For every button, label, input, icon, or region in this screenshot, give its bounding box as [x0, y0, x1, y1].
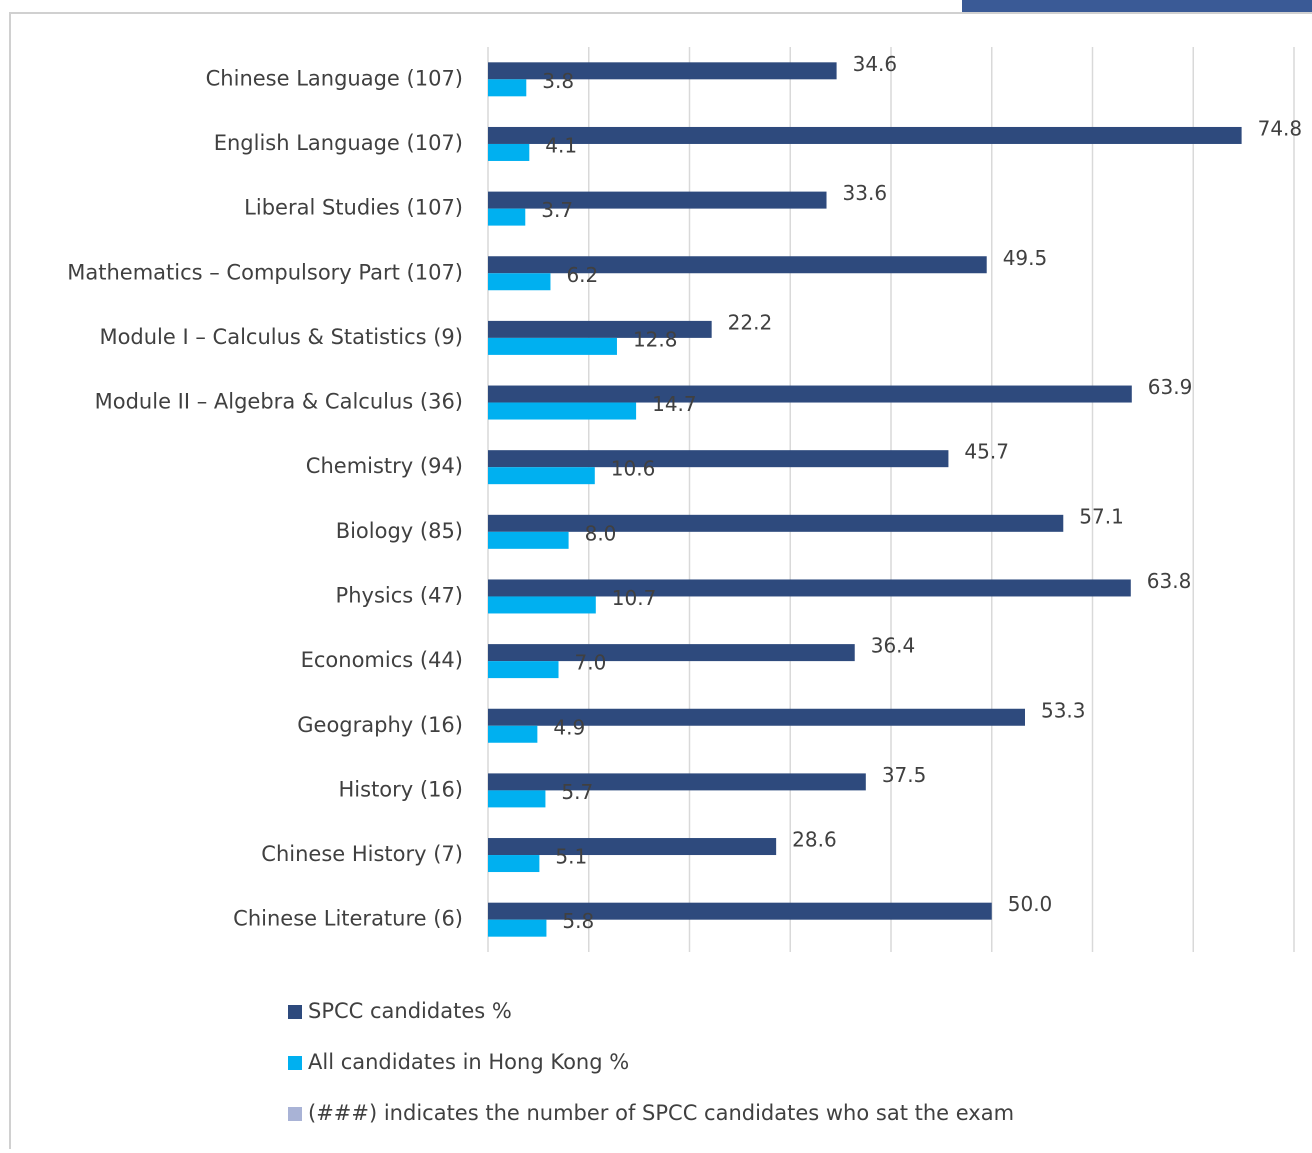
y-tick-label: Economics (44)	[301, 648, 463, 672]
y-tick-label: Chinese Language (107)	[206, 66, 463, 90]
bar	[488, 661, 559, 678]
bar	[488, 144, 529, 161]
y-tick-label: Geography (16)	[297, 713, 463, 737]
y-tick-label: English Language (107)	[214, 131, 463, 155]
y-tick-label: Module II – Algebra & Calculus (36)	[95, 390, 463, 414]
data-label: 6.2	[566, 263, 598, 287]
bar	[488, 773, 866, 790]
data-label: 14.7	[652, 392, 697, 416]
data-label: 5.1	[555, 845, 587, 869]
bar	[488, 256, 987, 273]
bar	[488, 579, 1131, 596]
legend-swatch	[288, 1107, 302, 1121]
bar	[488, 450, 948, 467]
bar	[488, 855, 539, 872]
bar	[488, 209, 525, 226]
data-label: 28.6	[792, 828, 837, 852]
data-label: 10.6	[611, 457, 656, 481]
y-tick-label: History (16)	[339, 777, 464, 801]
data-label: 22.2	[728, 310, 773, 334]
data-label: 3.8	[542, 69, 574, 93]
bar	[488, 386, 1132, 403]
y-tick-label: Chemistry (94)	[306, 454, 463, 478]
data-label: 4.9	[553, 715, 585, 739]
bar	[488, 515, 1063, 532]
bar	[488, 467, 595, 484]
legend-note: (###) indicates the number of SPCC candi…	[308, 1101, 1014, 1125]
bar	[488, 321, 712, 338]
data-label: 5.8	[562, 909, 594, 933]
data-label: 37.5	[882, 763, 927, 787]
bar	[488, 644, 855, 661]
data-label: 36.4	[871, 634, 916, 658]
bar	[488, 920, 546, 937]
data-label: 12.8	[633, 327, 678, 351]
bar	[488, 403, 636, 420]
data-label: 3.7	[541, 198, 573, 222]
data-label: 57.1	[1079, 504, 1124, 528]
data-label: 34.6	[853, 52, 898, 76]
data-label: 10.7	[612, 586, 657, 610]
bar	[488, 62, 837, 79]
bar	[488, 192, 827, 209]
legend-label: SPCC candidates %	[308, 999, 512, 1023]
data-label: 49.5	[1003, 246, 1048, 270]
bar	[488, 79, 526, 96]
bar	[488, 726, 537, 743]
background	[0, 0, 1312, 1149]
legend-label: All candidates in Hong Kong %	[308, 1050, 629, 1074]
bar	[488, 790, 545, 807]
header-image	[962, 0, 1312, 12]
bar	[488, 838, 776, 855]
y-tick-label: Chinese History (7)	[261, 842, 463, 866]
data-label: 63.9	[1148, 375, 1193, 399]
y-tick-label: Module I – Calculus & Statistics (9)	[99, 325, 463, 349]
y-tick-label: Mathematics – Compulsory Part (107)	[67, 260, 463, 284]
y-tick-label: Liberal Studies (107)	[244, 196, 463, 220]
y-tick-label: Physics (47)	[336, 583, 463, 607]
bar	[488, 127, 1242, 144]
data-label: 53.3	[1041, 698, 1086, 722]
data-label: 50.0	[1008, 892, 1053, 916]
data-label: 33.6	[843, 181, 888, 205]
chart: Chinese Language (107) 34.6 3.8 English Lan…	[0, 0, 1312, 1149]
data-label: 45.7	[964, 440, 1009, 464]
bar	[488, 532, 569, 549]
data-label: 7.0	[575, 651, 607, 675]
legend-swatch	[288, 1005, 302, 1019]
bar	[488, 596, 596, 613]
data-label: 4.1	[545, 133, 577, 157]
y-tick-label: Biology (85)	[336, 519, 463, 543]
bar	[488, 273, 550, 290]
y-tick-label: Chinese Literature (6)	[233, 907, 463, 931]
data-label: 5.7	[561, 780, 593, 804]
data-label: 8.0	[585, 521, 617, 545]
legend-swatch	[288, 1056, 302, 1070]
data-label: 74.8	[1258, 116, 1303, 140]
data-label: 63.8	[1147, 569, 1192, 593]
bar	[488, 338, 617, 355]
